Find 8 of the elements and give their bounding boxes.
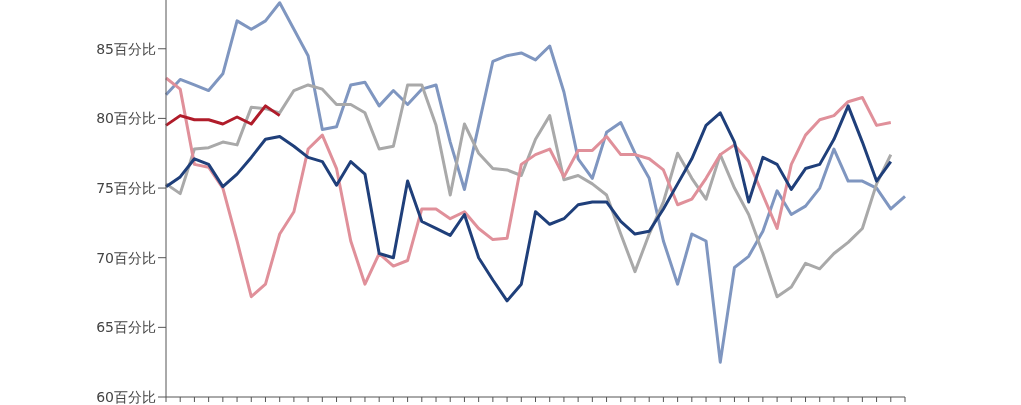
y-tick-label: 80百分比 bbox=[96, 110, 156, 127]
y-tick-label: 85百分比 bbox=[96, 40, 156, 57]
y-tick-label: 60百分比 bbox=[96, 388, 156, 405]
line-series bbox=[164, 1, 907, 364]
y-tick-label: 70百分比 bbox=[96, 249, 156, 266]
y-tick-label: 75百分比 bbox=[96, 180, 156, 197]
y-tick-label: 65百分比 bbox=[96, 319, 156, 336]
line-series bbox=[164, 104, 282, 127]
